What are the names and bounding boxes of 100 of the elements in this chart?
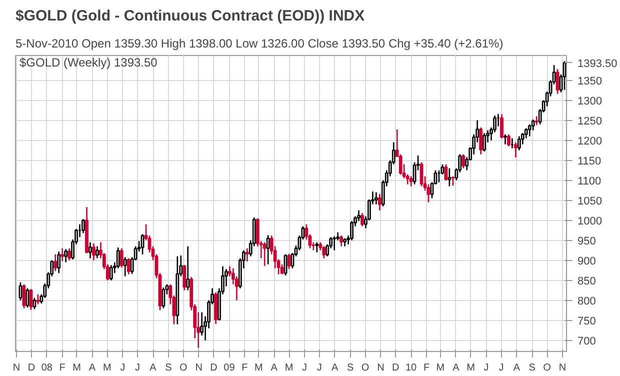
- candlestick: [64, 248, 68, 263]
- x-tick-label: N: [377, 362, 384, 374]
- x-tick-label: N: [12, 362, 20, 374]
- x-tick-label: F: [242, 362, 248, 374]
- candlestick: [57, 250, 61, 274]
- candlestick: [200, 312, 204, 336]
- candlestick: [120, 248, 124, 268]
- candlestick: [340, 234, 344, 247]
- candlestick: [462, 154, 466, 169]
- x-tick-label: A: [88, 362, 96, 374]
- x-tick-label: D: [28, 362, 36, 374]
- candlestick: [60, 248, 64, 262]
- candlestick: [500, 114, 504, 139]
- x-tick-label: M: [436, 362, 445, 374]
- candlestick: [162, 286, 166, 309]
- candlestick: [26, 288, 30, 308]
- x-tick-label: M: [284, 362, 294, 374]
- x-tick-label: J: [316, 362, 322, 374]
- candlestick: [284, 254, 288, 276]
- x-tick-label: S: [528, 362, 536, 374]
- candlestick: [96, 246, 99, 259]
- candlestick: [482, 132, 486, 152]
- y-tick-label: 1300: [578, 95, 602, 108]
- candlestick: [360, 212, 364, 227]
- x-tick-label: N: [558, 362, 566, 374]
- text: 5-Nov-2010 Open 1359.30 High 1398.00 Low 1326.00 Close 1393.50 Chg +35.40 (+2.61%): [16, 36, 504, 50]
- y-tick-label: 1350: [578, 75, 602, 88]
- x-tick-label: M: [103, 362, 112, 374]
- candlestick: [444, 164, 448, 181]
- candlestick: [322, 246, 326, 259]
- candlestick: [374, 192, 378, 205]
- candlestick: [82, 218, 85, 234]
- candlestick: [350, 220, 354, 241]
- x-tick-label: O: [543, 362, 552, 374]
- x-tick-label: M: [254, 362, 263, 374]
- x-tick-label: J: [484, 362, 489, 374]
- candlestick: [36, 294, 40, 305]
- y-tick-label: 1393.50: [578, 58, 618, 70]
- candlestick: [186, 246, 190, 291]
- candlestick: [54, 254, 58, 272]
- x-tick-label: 08: [41, 362, 53, 374]
- candlestick: [332, 236, 336, 251]
- candlestick: [116, 246, 120, 269]
- y-tick-label: 700: [578, 335, 596, 348]
- x-tick-label: F: [59, 362, 66, 374]
- candlestick: [315, 242, 319, 253]
- candlestick: [32, 297, 36, 310]
- candlestick: [266, 234, 270, 265]
- x-tick-label: J: [498, 362, 504, 374]
- candlestick: [109, 264, 113, 281]
- candlestick: [448, 168, 452, 187]
- x-tick-label: J: [120, 362, 126, 374]
- candlestick: [507, 134, 510, 147]
- candlestick: [451, 176, 455, 186]
- x-tick-label: A: [150, 362, 157, 374]
- y-tick-label: 900: [578, 255, 596, 268]
- candlestick: [262, 242, 266, 267]
- candlestick: [18, 282, 22, 301]
- candlestick: [528, 124, 532, 137]
- candlestick: [420, 162, 424, 187]
- x-tick-label: D: [210, 362, 218, 374]
- y-tick-label: 750: [578, 315, 596, 328]
- candlestick: [29, 288, 33, 311]
- x-tick-label: S: [165, 362, 172, 374]
- candlestick: [68, 248, 71, 261]
- y-tick-label: 1050: [578, 195, 602, 208]
- x-tick-label: O: [180, 362, 188, 374]
- x-tick-label: J: [135, 362, 140, 374]
- x-tick-label: M: [466, 362, 476, 374]
- y-tick-label: 800: [578, 295, 596, 308]
- y-tick-label: 850: [578, 275, 596, 288]
- x-tick-label: A: [452, 362, 460, 374]
- annotation: $GOLD (Weekly) 1393.50: [20, 56, 158, 70]
- x-tick-label: D: [392, 362, 400, 374]
- candlestick: [245, 248, 249, 262]
- x-tick-label: F: [423, 362, 430, 374]
- x-tick-label: S: [346, 362, 354, 374]
- x-tick-label: A: [513, 362, 520, 374]
- y-tick-label: 1000: [578, 215, 602, 228]
- y-tick-label: 1150: [578, 155, 602, 168]
- candlestick: [126, 258, 130, 275]
- x-tick-label: A: [332, 362, 339, 374]
- x-tick-label: J: [302, 362, 307, 374]
- chart-title: $GOLD (Gold - Continuous Contract (EOD)) INDX: [16, 8, 365, 24]
- candlestick: [182, 264, 186, 291]
- x-tick-label: O: [361, 362, 370, 374]
- y-tick-label: 1200: [578, 135, 602, 148]
- x-tick-label: 10: [406, 362, 418, 374]
- candlestick: [409, 176, 413, 187]
- y-tick-label: 1250: [578, 115, 602, 128]
- candlestick: [479, 126, 483, 155]
- candlestick: [398, 154, 402, 176]
- candlestick: [123, 256, 127, 277]
- y-tick-label: 950: [578, 235, 596, 248]
- candlestick: [92, 242, 96, 261]
- candlestick: [88, 242, 92, 259]
- candlestick: [140, 234, 144, 255]
- candlestick: [504, 134, 507, 145]
- x-tick-label: N: [195, 362, 202, 374]
- candlestick: [378, 193, 382, 211]
